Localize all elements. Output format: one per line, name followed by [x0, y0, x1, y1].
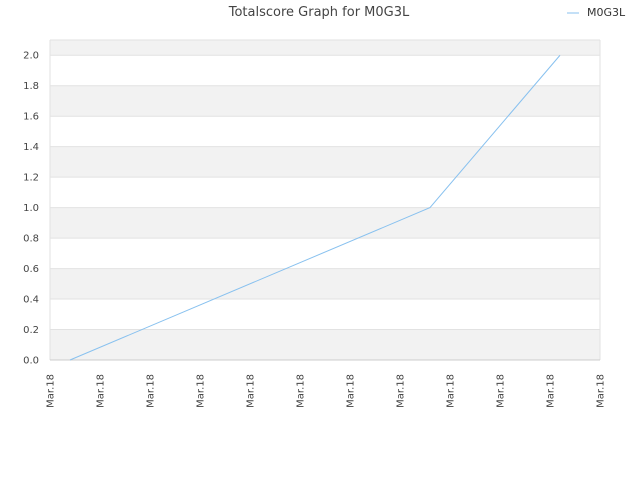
- y-tick-label: 0.6: [23, 264, 39, 275]
- series-group: [69, 54, 561, 361]
- grid-band: [50, 55, 600, 86]
- x-tick-label: Mar.18: [296, 374, 307, 408]
- y-axis-ticks: 0.0 0.2 0.4 0.6 0.8 1.0 1.2 1.4 1.6 1.8 2.0: [23, 51, 39, 367]
- x-tick-label: Mar.18: [146, 374, 157, 408]
- y-tick-label: 1.0: [23, 203, 39, 214]
- y-tick-label: 1.8: [23, 81, 39, 92]
- grid-band: [50, 299, 600, 330]
- x-tick-label: Mar.18: [396, 374, 407, 408]
- grid-band: [50, 177, 600, 208]
- grid-band: [50, 116, 600, 147]
- x-tick-label: Mar.18: [346, 374, 357, 408]
- x-tick-label: Mar.18: [446, 374, 457, 408]
- x-tick-label: Mar.18: [196, 374, 207, 408]
- y-tick-label: 0.8: [23, 234, 39, 245]
- y-tick-label: 1.4: [23, 142, 39, 153]
- y-tick-label: 0.4: [23, 295, 39, 306]
- grid-band: [50, 238, 600, 269]
- grid-lines: [49, 39, 601, 361]
- grid-band: [50, 329, 600, 360]
- legend[interactable]: M0G3L: [567, 6, 626, 19]
- chart-title: Totalscore Graph for M0G3L: [228, 5, 410, 20]
- grid-band: [50, 146, 600, 178]
- grid-band: [50, 40, 600, 56]
- y-tick-label: 0.0: [23, 356, 39, 367]
- y-tick-label: 0.2: [23, 325, 39, 336]
- grid-band: [50, 268, 600, 300]
- y-tick-label: 1.6: [23, 112, 39, 123]
- x-tick-label: Mar.18: [496, 374, 507, 408]
- grid-band: [50, 85, 600, 117]
- grid-band: [50, 207, 600, 239]
- grid-bands: [50, 40, 600, 360]
- x-tick-label: Mar.18: [46, 374, 57, 408]
- x-tick-label: Mar.18: [596, 374, 607, 408]
- x-tick-label: Mar.18: [246, 374, 257, 408]
- x-tick-label: Mar.18: [96, 374, 107, 408]
- series-line: [69, 54, 561, 361]
- x-tick-label: Mar.18: [546, 374, 557, 408]
- y-tick-label: 2.0: [23, 51, 39, 62]
- legend-label: M0G3L: [587, 6, 626, 19]
- y-tick-label: 1.2: [23, 173, 39, 184]
- x-axis-ticks: Mar.18 Mar.18 Mar.18 Mar.18 Mar.18 Mar.18 Mar.…: [46, 374, 607, 408]
